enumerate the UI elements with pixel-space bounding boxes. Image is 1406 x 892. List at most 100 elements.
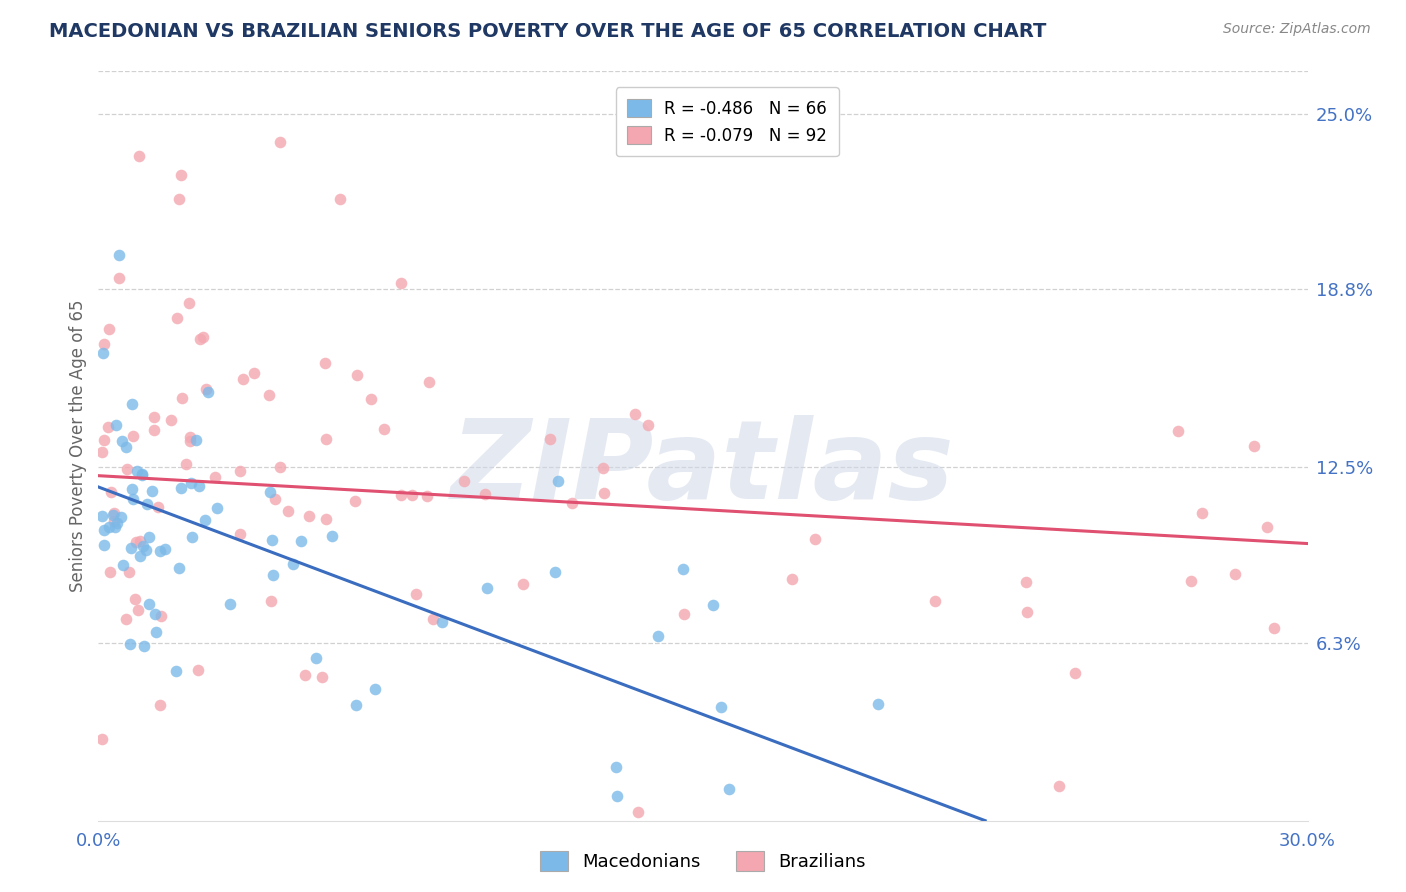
Point (637, 417, 659, 432)
Point (1263, 621, 1285, 635)
Point (276, 503, 298, 517)
Point (329, 192, 352, 206)
Point (93, 337, 115, 351)
Point (122, 491, 145, 506)
Point (98, 566, 121, 580)
Point (561, 496, 583, 510)
Point (673, 607, 696, 621)
Point (111, 434, 134, 448)
Point (97, 321, 120, 335)
Point (430, 615, 453, 630)
Point (389, 488, 412, 502)
Point (115, 612, 138, 626)
Point (179, 434, 201, 449)
Point (190, 332, 212, 346)
Point (593, 486, 616, 500)
Point (290, 533, 312, 548)
Point (710, 699, 733, 714)
Point (373, 422, 395, 436)
Point (205, 500, 228, 515)
Point (624, 408, 647, 422)
Point (121, 541, 143, 556)
Point (93, 538, 115, 552)
Point (262, 533, 284, 547)
Point (305, 650, 328, 665)
Point (1063, 666, 1085, 681)
Point (647, 629, 669, 643)
Point (228, 527, 250, 541)
Point (298, 508, 321, 523)
Point (389, 277, 412, 291)
Point (344, 698, 367, 713)
Point (100, 485, 122, 500)
Point (1167, 424, 1189, 438)
Point (132, 539, 155, 553)
Point (804, 533, 827, 547)
Point (115, 462, 138, 476)
Point (242, 366, 264, 380)
Point (179, 295, 201, 310)
Point (131, 467, 153, 482)
Point (416, 489, 439, 503)
Point (1015, 574, 1038, 589)
Point (204, 470, 226, 484)
Point (269, 460, 291, 475)
Point (180, 531, 202, 545)
Point (219, 597, 242, 611)
Point (166, 310, 188, 325)
Point (1180, 574, 1202, 588)
Point (702, 599, 724, 613)
Text: ZIPatlas: ZIPatlas (451, 415, 955, 522)
Point (114, 440, 136, 454)
Point (91, 508, 114, 523)
Point (1047, 779, 1070, 793)
Point (110, 510, 132, 524)
Point (547, 474, 569, 488)
Point (866, 697, 889, 711)
Point (103, 506, 125, 520)
Point (93, 524, 115, 538)
Text: Source: ZipAtlas.com: Source: ZipAtlas.com (1223, 22, 1371, 37)
Point (321, 529, 343, 543)
Point (717, 782, 740, 797)
Point (315, 432, 337, 446)
Point (232, 372, 254, 386)
Point (134, 542, 156, 557)
Point (187, 664, 209, 678)
Point (346, 368, 368, 383)
Point (97, 420, 120, 434)
Point (128, 149, 150, 163)
Point (315, 512, 337, 526)
Point (360, 392, 382, 406)
Point (124, 591, 146, 606)
Point (93, 346, 115, 360)
Point (401, 488, 423, 502)
Point (129, 549, 152, 563)
Point (169, 168, 191, 182)
Point (422, 611, 444, 625)
Point (125, 535, 148, 549)
Text: MACEDONIAN VS BRAZILIAN SENIORS POVERTY OVER THE AGE OF 65 CORRELATION CHART: MACEDONIAN VS BRAZILIAN SENIORS POVERTY … (49, 22, 1046, 41)
Point (91, 731, 114, 746)
Point (194, 513, 217, 527)
Point (153, 542, 176, 557)
Point (627, 805, 650, 819)
Point (146, 500, 169, 514)
Point (782, 572, 804, 586)
Point (592, 461, 614, 475)
Point (121, 429, 143, 443)
Point (93, 433, 115, 447)
Point (149, 544, 172, 558)
Point (112, 558, 135, 572)
Point (924, 594, 946, 608)
Point (107, 248, 129, 262)
Point (1256, 520, 1278, 534)
Point (294, 668, 316, 682)
Point (191, 330, 214, 344)
Point (269, 135, 291, 149)
Point (672, 562, 695, 576)
Point (174, 458, 197, 472)
Point (97, 520, 120, 534)
Legend: R = -0.486   N = 66, R = -0.079   N = 92: R = -0.486 N = 66, R = -0.079 N = 92 (616, 87, 838, 156)
Point (107, 516, 129, 530)
